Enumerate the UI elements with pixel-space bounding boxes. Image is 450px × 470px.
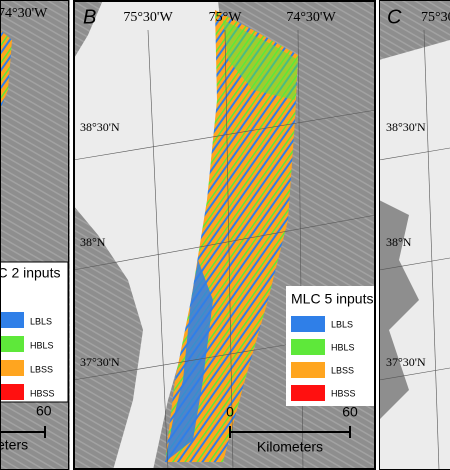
legend-label: LBLS [30, 316, 52, 326]
swath [0, 30, 12, 110]
panel-c: C 75°30'W 38°30'N 38°N 37°30'N [379, 0, 450, 470]
panel-b: B 75°30'W 75°W 74°30'W 38°30'N 38°N 37°3… [73, 0, 376, 470]
legend-title: MLC 5 inputs [291, 291, 373, 307]
legend-swatch [291, 385, 325, 401]
lon-label: 74°30'W [0, 6, 48, 21]
legend-label: HBSS [30, 388, 55, 398]
panel-letter: B [83, 6, 96, 28]
legend-box [0, 261, 69, 403]
bay [379, 200, 419, 420]
land [73, 0, 223, 470]
lat-label: 38°30'N [386, 120, 426, 134]
swath-green [223, 20, 298, 100]
panel-a: 74°30'W MLC 2 inputs LBLS HBLS LBSS HBSS… [0, 0, 70, 470]
frame [73, 0, 376, 470]
legend-label: HBLS [331, 342, 355, 352]
legend-label: HBSS [331, 388, 356, 398]
legend: LBLS HBLS LBSS HBSS [0, 312, 55, 400]
lon-label: 75°W [209, 10, 243, 25]
graticule [379, 29, 450, 470]
legend-title: MLC 2 inputs [0, 265, 60, 281]
lon-label: 75°30'W [421, 10, 450, 25]
lat-label: 37°30'N [80, 355, 120, 369]
legend-swatch [291, 316, 325, 332]
lat-label: 38°N [80, 235, 106, 249]
panel-letter: C [387, 6, 402, 28]
legend-swatch [0, 360, 24, 376]
lat-label: 38°N [386, 235, 412, 249]
scale-label: 60 [36, 403, 52, 419]
graticule [73, 29, 376, 470]
legend-label: LBLS [331, 319, 353, 329]
legend-swatch [291, 362, 325, 378]
lon-label: 74°30'W [286, 10, 336, 25]
legend-label: HBLS [30, 340, 54, 350]
lon-label: 75°30'W [123, 10, 173, 25]
legend: LBLS HBLS LBSS HBSS [291, 316, 356, 401]
scale-unit: Kilometers [0, 437, 28, 453]
scale-unit: Kilometers [257, 439, 323, 455]
legend-swatch [0, 312, 24, 328]
legend-swatch [0, 336, 24, 352]
scale-label: 0 [226, 404, 234, 420]
legend-label: LBSS [331, 365, 354, 375]
lat-label: 38°30'N [80, 120, 120, 134]
legend-label: LBSS [30, 364, 53, 374]
legend-swatch [291, 339, 325, 355]
scale-label: 60 [342, 404, 358, 420]
lat-label: 37°30'N [386, 355, 426, 369]
legend-swatch [0, 384, 24, 400]
